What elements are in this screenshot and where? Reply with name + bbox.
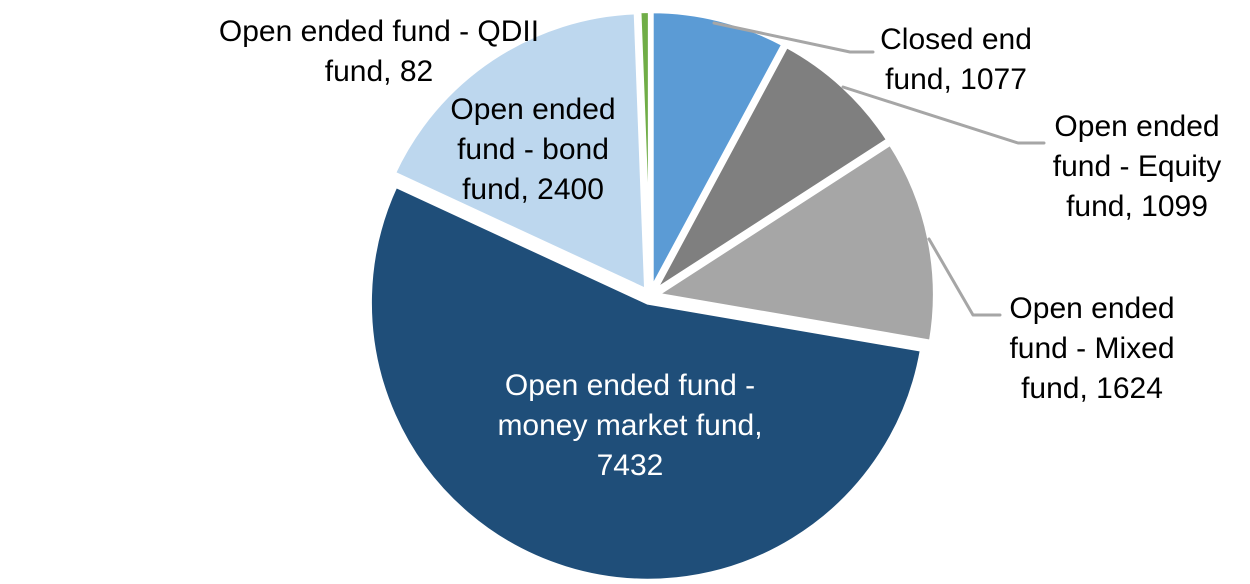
data-label-line: fund, 1624 <box>1021 372 1163 405</box>
leader-line-closed-end-fund <box>712 21 875 54</box>
data-label-equity-fund: Open ended fund - Equity fund, 1099 <box>1007 107 1250 227</box>
data-label-line: 7432 <box>596 449 664 482</box>
data-label-line: Open ended fund - <box>504 369 756 402</box>
data-label-line: Open ended <box>450 93 616 126</box>
data-label-line: Open ended <box>1009 292 1175 325</box>
data-label-line: fund - Mixed <box>1009 332 1175 365</box>
data-label-qdii-fund: Open ended fund - QDII fund, 82 <box>199 12 559 92</box>
data-label-line: fund - bond <box>457 133 609 166</box>
data-label-line: money market fund, <box>497 409 763 442</box>
data-label-line: Open ended fund - QDII <box>218 15 540 48</box>
pie-slice-open-ended-fund-money-market-fund <box>367 183 924 583</box>
data-label-line: fund, 1077 <box>885 63 1027 96</box>
data-label-line: Open ended <box>1054 110 1220 143</box>
pie-slice-closed-end-fund <box>649 9 786 292</box>
data-label-line: fund - Equity <box>1052 150 1222 183</box>
data-label-bond-fund: Open ended fund - bond fund, 2400 <box>413 90 653 210</box>
pie-slice-open-ended-fund-qdii-fund <box>637 9 652 291</box>
pie-slice-open-ended-fund-bond-fund <box>391 10 649 293</box>
data-label-closed-end-fund: Closed end fund, 1077 <box>826 20 1086 100</box>
leader-line-equity-fund <box>841 85 1046 145</box>
data-label-line: fund, 82 <box>324 55 434 88</box>
data-label-line: fund, 1099 <box>1066 190 1208 223</box>
data-label-line: fund, 2400 <box>462 173 604 206</box>
data-label-mixed-fund: Open ended fund - Mixed fund, 1624 <box>962 289 1222 409</box>
leader-line-mixed-fund <box>927 237 1002 317</box>
data-label-money-market-fund: Open ended fund - money market fund, 743… <box>440 366 820 486</box>
data-label-line: Closed end <box>880 23 1032 56</box>
